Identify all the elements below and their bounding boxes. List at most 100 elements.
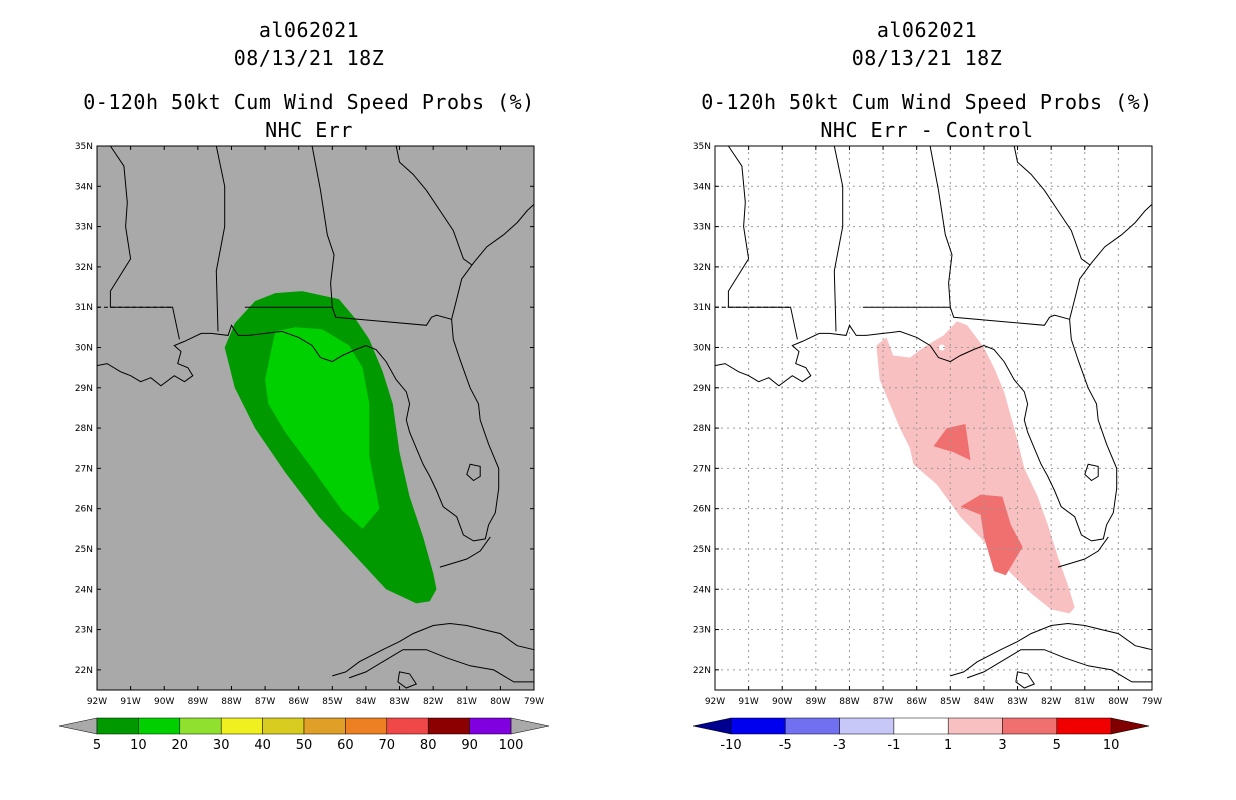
lat-label: 29N xyxy=(75,384,93,394)
coastline xyxy=(714,204,1153,542)
datetime: 08/13/21 18Z xyxy=(233,46,385,70)
lon-label: 80W xyxy=(1108,697,1128,707)
coastline xyxy=(833,145,844,332)
legend-label: -10 xyxy=(720,738,741,753)
legend-label: 90 xyxy=(461,738,478,753)
subtitle: NHC Err - Control xyxy=(820,118,1034,142)
lat-label: 30N xyxy=(75,343,93,353)
legend-swatch xyxy=(893,717,949,735)
legend-swatch xyxy=(1056,717,1112,735)
lat-label: 33N xyxy=(75,223,93,233)
lat-label: 24N xyxy=(693,585,711,595)
datetime: 08/13/21 18Z xyxy=(851,46,1003,70)
lat-label: 32N xyxy=(693,263,711,273)
legend-label: 10 xyxy=(130,738,147,753)
lon-label: 89W xyxy=(188,697,208,707)
legend-label: 20 xyxy=(172,738,189,753)
coastline xyxy=(397,671,418,689)
legend-end-arrow xyxy=(1110,717,1150,735)
left-panel: al062021 08/13/21 18Z 0-120h 50kt Cum Wi… xyxy=(58,18,550,753)
diff-hole xyxy=(938,344,945,351)
lon-label: 87W xyxy=(255,697,275,707)
legend-swatch xyxy=(1002,717,1058,735)
lat-label: 27N xyxy=(75,464,93,474)
lat-label: 26N xyxy=(693,505,711,515)
lon-label: 85W xyxy=(322,697,342,707)
lat-label: 25N xyxy=(693,545,711,555)
lon-label: 87W xyxy=(873,697,893,707)
legend-label: -1 xyxy=(887,738,900,753)
lon-label: 86W xyxy=(289,697,309,707)
map-group: 35N 34N 33N 32N 31N 30N 29N 28N 27N 26N 25N 24N 23N 2… xyxy=(58,142,550,753)
lat-label: 34N xyxy=(693,182,711,192)
legend-label: 50 xyxy=(296,738,313,753)
coastline xyxy=(332,622,535,677)
lat-label: 31N xyxy=(75,303,93,313)
lon-label: 80W xyxy=(490,697,510,707)
lat-label: 35N xyxy=(75,142,93,152)
lon-label: 82W xyxy=(1041,697,1061,707)
coastline xyxy=(950,622,1153,677)
lon-label: 84W xyxy=(356,697,376,707)
storm-id: al062021 xyxy=(876,18,978,42)
legend-swatch xyxy=(138,717,181,735)
lat-label: 28N xyxy=(75,424,93,434)
map-frame xyxy=(714,145,1153,691)
lon-label: 89W xyxy=(806,697,826,707)
legend-label: 60 xyxy=(337,738,354,753)
lat-label: 25N xyxy=(75,545,93,555)
legend-swatch xyxy=(427,717,470,735)
storm-id: al062021 xyxy=(258,18,360,42)
diff-1-contour xyxy=(876,321,1075,614)
subtitle: NHC Err xyxy=(265,118,353,142)
legend-start-arrow xyxy=(58,717,98,735)
legend-swatch xyxy=(96,717,139,735)
lat-label: 34N xyxy=(75,182,93,192)
lon-label: 84W xyxy=(974,697,994,707)
difference-map: 35N 34N 33N 32N 31N 30N 29N 28N 27N 26N 25N 24N 23N 2… xyxy=(692,142,1162,753)
legend-label: 100 xyxy=(499,738,524,753)
coastline xyxy=(1057,536,1109,568)
legend-swatch xyxy=(839,717,895,735)
legend-label: 1 xyxy=(944,738,952,753)
legend-label: 40 xyxy=(254,738,271,753)
lat-label: 29N xyxy=(693,384,711,394)
legend-label: 3 xyxy=(998,738,1006,753)
legend-label: -3 xyxy=(833,738,846,753)
lat-label: 23N xyxy=(693,626,711,636)
coastline xyxy=(1013,145,1091,266)
lon-label: 79W xyxy=(524,697,544,707)
legend-label: 30 xyxy=(213,738,230,753)
legend-label: 10 xyxy=(1103,738,1120,753)
lat-label: 27N xyxy=(693,464,711,474)
legend-end-arrow xyxy=(510,717,550,735)
lat-label: 30N xyxy=(693,343,711,353)
lon-label: 82W xyxy=(423,697,443,707)
coastline xyxy=(311,145,335,308)
map-frame xyxy=(96,145,535,691)
lon-label: 91W xyxy=(738,697,758,707)
legend-label: -5 xyxy=(779,738,792,753)
legend-swatch xyxy=(303,717,346,735)
lon-label: 92W xyxy=(705,697,725,707)
coastline xyxy=(348,649,534,683)
lon-label: 88W xyxy=(839,697,859,707)
legend-start-arrow xyxy=(692,717,732,735)
legend-swatch xyxy=(220,717,263,735)
legend-label: 80 xyxy=(420,738,437,753)
lon-label: 85W xyxy=(940,697,960,707)
lat-label: 28N xyxy=(693,424,711,434)
legend-swatch xyxy=(730,717,786,735)
lon-label: 79W xyxy=(1142,697,1162,707)
coastline xyxy=(966,649,1152,683)
legend-swatch xyxy=(469,717,512,735)
lon-label: 92W xyxy=(87,697,107,707)
lat-label: 31N xyxy=(693,303,711,313)
lat-label: 23N xyxy=(75,626,93,636)
lake-okeechobee xyxy=(466,463,481,482)
lon-label: 83W xyxy=(389,697,409,707)
lat-label: 22N xyxy=(75,666,93,676)
product-title: 0-120h 50kt Cum Wind Speed Probs (%) xyxy=(83,90,535,114)
lon-label: 86W xyxy=(907,697,927,707)
coastline xyxy=(929,145,953,308)
